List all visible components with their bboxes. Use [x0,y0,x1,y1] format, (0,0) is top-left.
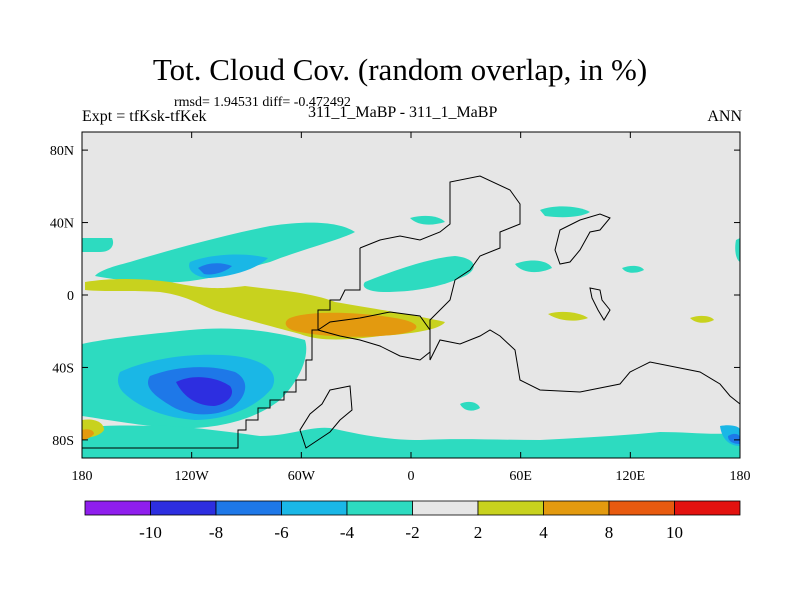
lat-tick-label: 80S [52,434,74,449]
anomaly-field [82,206,740,458]
colorbar-label: -2 [405,523,419,542]
contour-spacific-core [176,377,233,406]
continent-outlines [82,175,741,449]
colorbar-box [215,500,282,516]
lon-tick-label: 180 [72,469,93,484]
colorbar-label: -4 [340,523,355,542]
colorbar-label: -6 [274,523,288,542]
colorbar-box [543,500,610,516]
experiment-label: Expt = tfKsk-tfKek [82,108,207,125]
colorbar-box [412,500,479,516]
latitude-axis: 80N 40N 0 40S 80S [50,144,740,449]
runs-label: 311_1_MaBP - 311_1_MaBP [308,104,498,121]
contour-patch-seasia [548,311,588,321]
lon-tick-label: 0 [408,469,415,484]
colorbar-box [346,500,413,516]
contour-patch-asia [540,206,590,218]
contour-atlantic-cyan [363,256,474,292]
contour-patch-indian-yellow [690,315,714,323]
colorbar-label: -8 [209,523,223,542]
colorbar-box [150,500,217,516]
colorbar-box [281,500,348,516]
lat-tick-label: 0 [67,289,74,304]
contour-patch-arctic [460,401,480,411]
lat-tick-label: 40S [52,361,74,376]
colorbar-label: -10 [139,523,162,542]
contour-patch-africa [410,215,445,225]
colorbar-box [608,500,675,516]
outline-eurasia [359,175,741,405]
outline-asia-east [554,213,611,265]
contour-patch-indian [515,260,552,273]
lat-tick-label: 40N [50,217,74,232]
stats-label: rmsd= 1.94531 diff= -0.472492 [174,95,351,110]
contour-patch-east-edge [735,238,740,262]
colorbar-label: 4 [539,523,548,542]
colorbar-box [477,500,544,516]
colorbar: -10 -8 -6 -4 -2 2 4 8 10 [84,500,741,542]
contour-southwest-orange [82,429,94,440]
contour-patch-wpacific [622,265,644,273]
colorbar-label: 8 [605,523,614,542]
outline-africa [316,311,431,361]
contour-southern-core [728,433,740,444]
lon-tick-label: 120E [616,469,646,484]
outline-americas [82,248,361,449]
lon-tick-label: 120W [175,469,210,484]
colorbar-label: 10 [666,523,683,542]
colorbar-box [674,500,741,516]
longitude-axis: 180 120W 60W 0 60E 120E 180 [72,132,751,484]
colorbar-label: 2 [474,523,483,542]
colorbar-box [84,500,151,516]
outline-south-america [299,385,353,449]
lon-tick-label: 60W [288,469,316,484]
map-title: Tot. Cloud Cov. (random overlap, in %) [152,52,648,87]
outline-islands [589,287,611,321]
season-label: ANN [707,108,742,125]
contour-west-edge [82,238,114,252]
lon-tick-label: 180 [730,469,751,484]
contour-npacific-outer [95,222,355,283]
contour-southern-band [82,425,740,458]
contour-npacific-inner [198,263,232,275]
lat-tick-label: 80N [50,144,74,159]
lon-tick-label: 60E [509,469,532,484]
